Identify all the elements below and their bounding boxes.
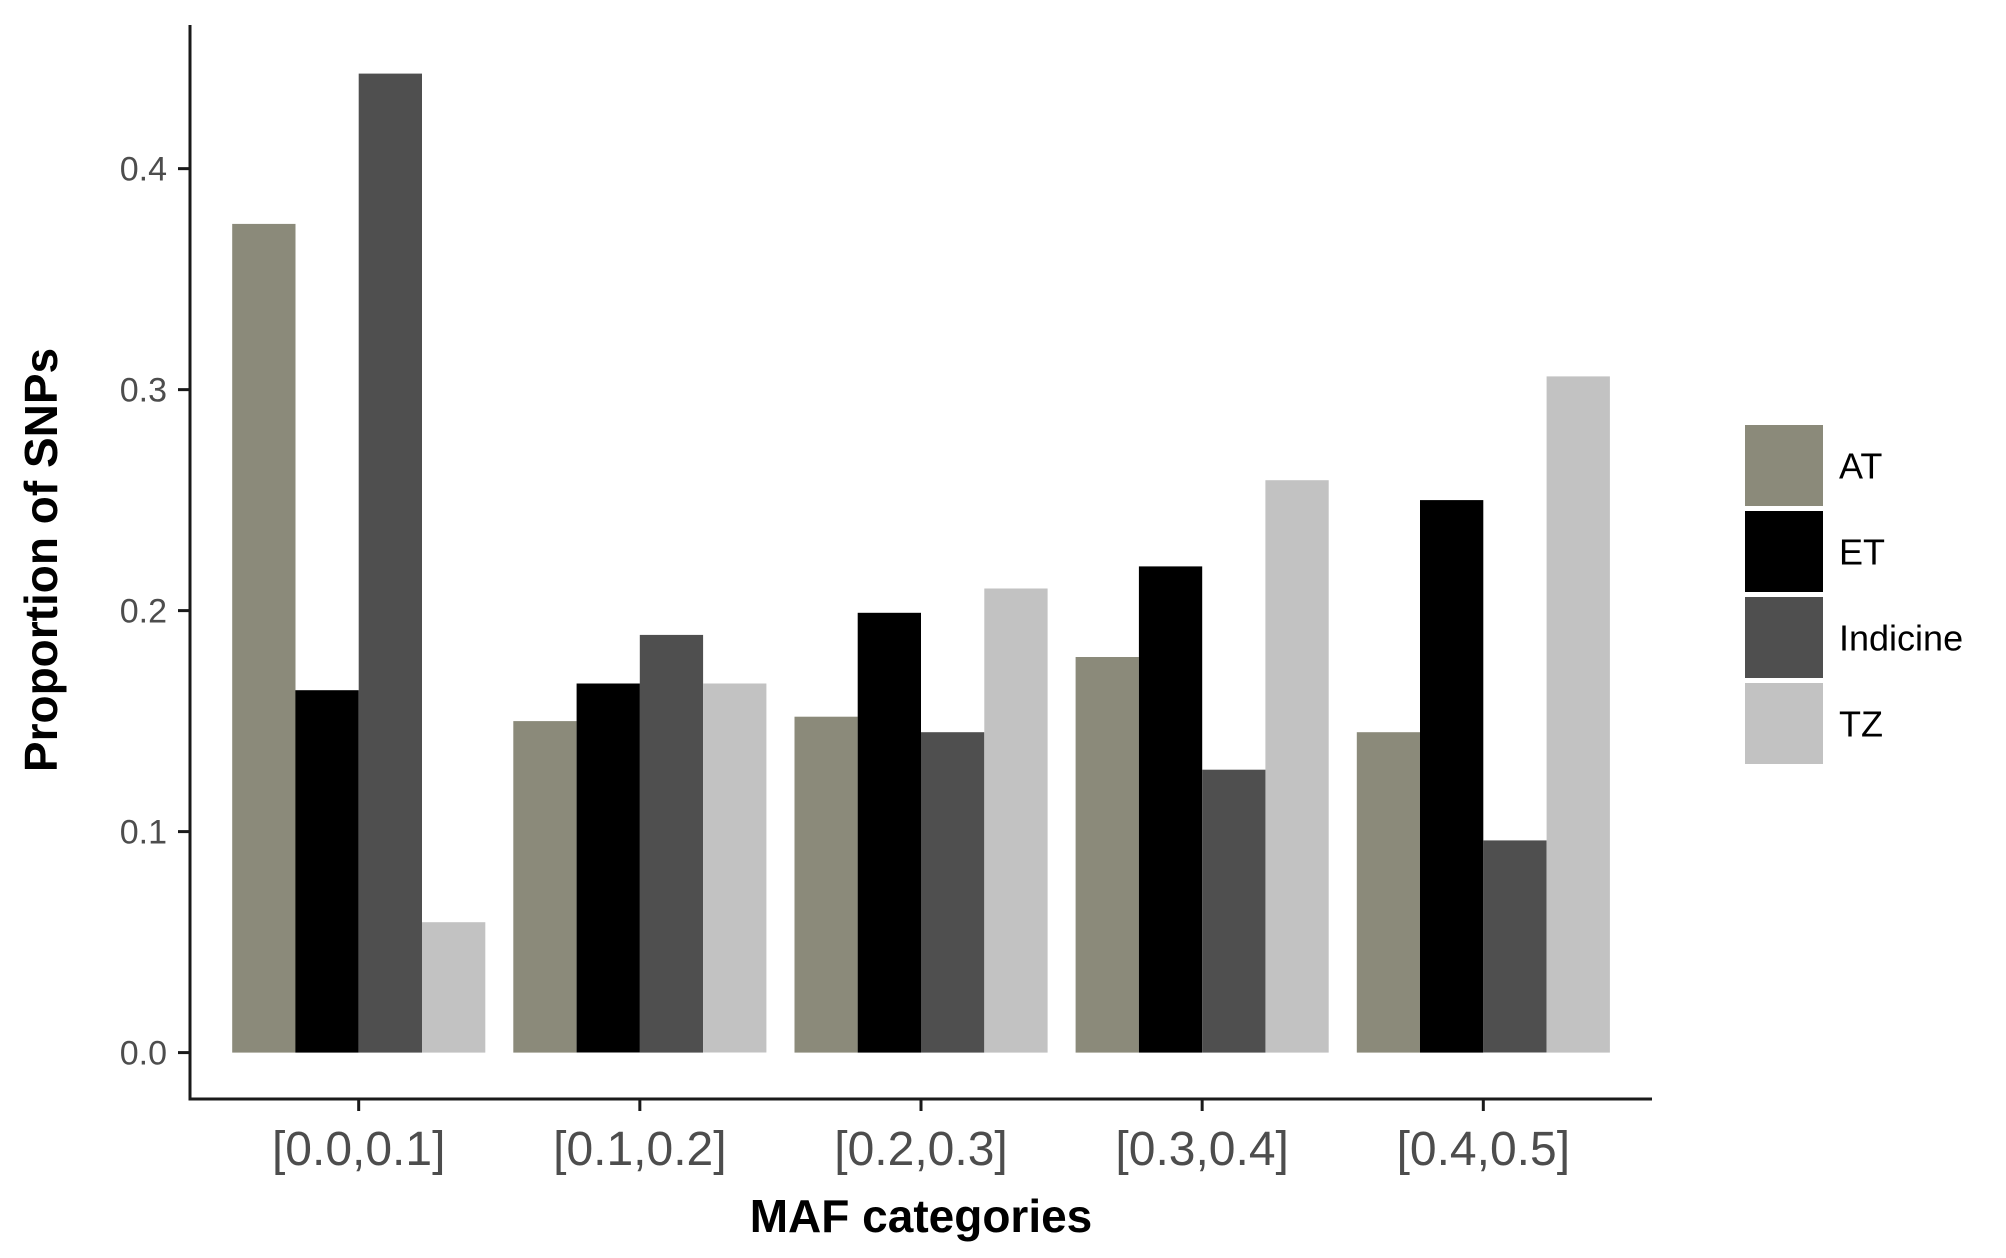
x-tick-label: [0.2,0.3] xyxy=(834,1123,1007,1176)
bar-tz-1 xyxy=(703,683,767,1053)
legend-label-et: ET xyxy=(1839,532,1885,573)
legend: AT ET Indicine TZ xyxy=(1745,425,1963,764)
y-axis-title: Proportion of SNPs xyxy=(15,348,67,772)
legend-label-indicine: Indicine xyxy=(1839,618,1963,659)
x-axis-title: MAF categories xyxy=(750,1190,1093,1242)
bar-et-3 xyxy=(1138,566,1203,1053)
bar-et-0 xyxy=(295,690,359,1053)
legend-label-tz: TZ xyxy=(1839,704,1883,745)
bar-indicine-3 xyxy=(1202,769,1266,1053)
bar-at-4 xyxy=(1356,732,1421,1053)
bar-at-3 xyxy=(1075,657,1139,1053)
bar-et-4 xyxy=(1420,500,1484,1053)
bar-at-1 xyxy=(513,721,577,1053)
bar-et-1 xyxy=(576,683,640,1053)
y-tick-label: 0.4 xyxy=(120,151,167,189)
x-tick-label: [0.3,0.4] xyxy=(1115,1123,1288,1176)
x-ticks: [0.0,0.1] [0.1,0.2] [0.2,0.3] [0.3,0.4] [0.4… xyxy=(272,1099,1570,1176)
bar-indicine-2 xyxy=(921,732,985,1053)
bar-indicine-4 xyxy=(1483,840,1547,1053)
y-tick-label: 0.2 xyxy=(120,593,167,631)
bar-indicine-0 xyxy=(358,73,422,1053)
bar-et-2 xyxy=(857,612,921,1053)
x-tick-label: [0.4,0.5] xyxy=(1397,1123,1570,1176)
legend-label-at: AT xyxy=(1839,446,1882,487)
legend-key-indicine xyxy=(1745,597,1823,678)
bar-tz-2 xyxy=(984,588,1048,1053)
bar-tz-3 xyxy=(1265,480,1329,1053)
y-tick-label: 0.1 xyxy=(120,814,167,852)
y-tick-label: 0.3 xyxy=(120,372,167,410)
legend-key-et xyxy=(1745,511,1823,592)
legend-key-at xyxy=(1745,425,1823,506)
bar-at-0 xyxy=(232,223,296,1053)
bars-layer xyxy=(232,73,1610,1053)
bar-tz-4 xyxy=(1546,376,1610,1053)
y-tick-label: 0.0 xyxy=(120,1035,167,1073)
x-tick-label: [0.0,0.1] xyxy=(272,1123,445,1176)
y-ticks: 0.0 0.1 0.2 0.3 0.4 xyxy=(120,151,190,1073)
bar-at-2 xyxy=(794,716,858,1053)
bar-tz-0 xyxy=(422,922,486,1053)
legend-key-tz xyxy=(1745,683,1823,764)
bar-indicine-1 xyxy=(639,634,704,1053)
x-tick-label: [0.1,0.2] xyxy=(553,1123,726,1176)
